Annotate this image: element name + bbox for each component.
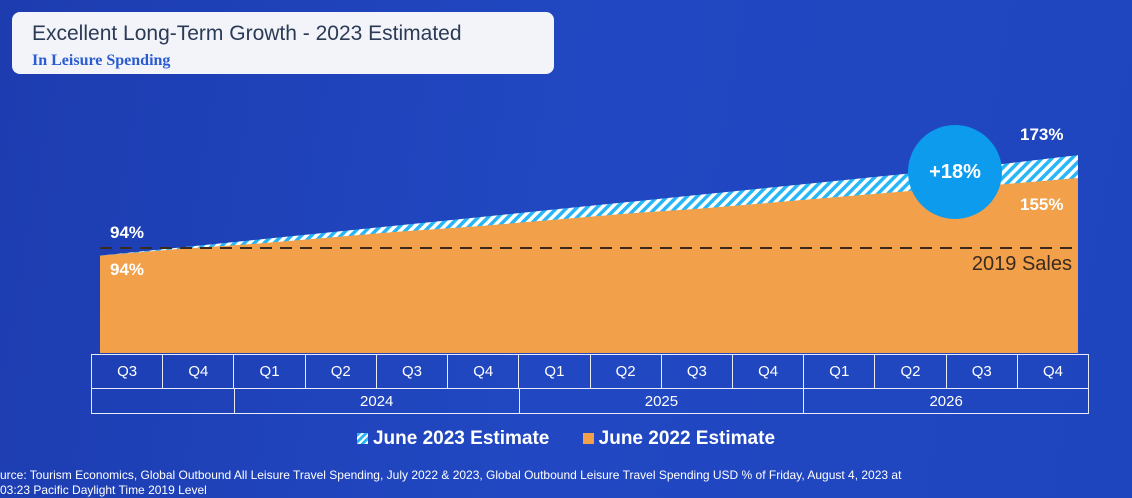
quarter-cell: Q4	[448, 355, 520, 388]
legend: June 2023 Estimate June 2022 Estimate	[0, 428, 1132, 450]
quarter-cell: Q1	[804, 355, 876, 388]
quarter-cell: Q1	[234, 355, 306, 388]
legend-item-2022: June 2022 Estimate	[582, 428, 776, 449]
difference-badge: +18%	[908, 125, 1002, 219]
source-line-2: 03:23 Pacific Daylight Time 2019 Level	[0, 483, 207, 497]
quarter-cell: Q2	[591, 355, 662, 388]
quarter-cell: Q2	[306, 355, 377, 388]
quarter-cell: Q4	[163, 355, 235, 388]
hatched-swatch-icon	[356, 433, 368, 444]
orange-swatch-icon	[582, 433, 594, 444]
legend-label-2023: June 2023 Estimate	[372, 428, 550, 449]
year-cell: 2024	[235, 389, 520, 413]
source-line-1: urce: Tourism Economics, Global Outbound…	[0, 468, 902, 482]
year-cell: 2025	[520, 389, 805, 413]
quarter-cell: Q4	[1042, 363, 1063, 380]
quarter-cell: Q3	[662, 355, 733, 388]
label-end-2023: 173%	[1020, 125, 1064, 144]
legend-item-2023: June 2023 Estimate	[356, 428, 550, 449]
quarter-cell: Q4	[733, 355, 805, 388]
quarter-cell: Q3	[92, 355, 164, 388]
year-row: 2024 2025 2026	[91, 388, 1089, 414]
legend-label-2022: June 2022 Estimate	[598, 428, 776, 449]
quarter-cell: Q1	[519, 355, 591, 388]
quarter-cell: Q3	[377, 355, 449, 388]
title-box: Excellent Long-Term Growth - 2023 Estima…	[12, 12, 554, 74]
quarter-cell: Q2	[875, 355, 947, 388]
reference-line-label: 2019 Sales	[972, 253, 1072, 275]
quarter-row: Q3 Q4 Q1 Q2 Q3 Q4 Q1 Q2 Q3 Q4 Q1 Q2 Q3 Q4	[91, 354, 1089, 388]
series-june-2022-area	[100, 177, 1078, 353]
x-axis-table: Q3 Q4 Q1 Q2 Q3 Q4 Q1 Q2 Q3 Q4 Q1 Q2 Q3 Q4 2024 2025 202…	[91, 354, 1089, 414]
quarter-cell: Q3	[947, 355, 1018, 388]
source-note: urce: Tourism Economics, Global Outbound…	[0, 468, 1132, 498]
label-start-2022: 94%	[110, 260, 145, 279]
slide-subtitle: In Leisure Spending	[32, 52, 171, 69]
year-cell: 2026	[929, 392, 963, 410]
label-start-2023: 94%	[110, 223, 145, 242]
slide-title: Excellent Long-Term Growth - 2023 Estima…	[32, 22, 462, 45]
label-end-2022: 155%	[1020, 195, 1064, 214]
year-cell	[92, 389, 235, 413]
